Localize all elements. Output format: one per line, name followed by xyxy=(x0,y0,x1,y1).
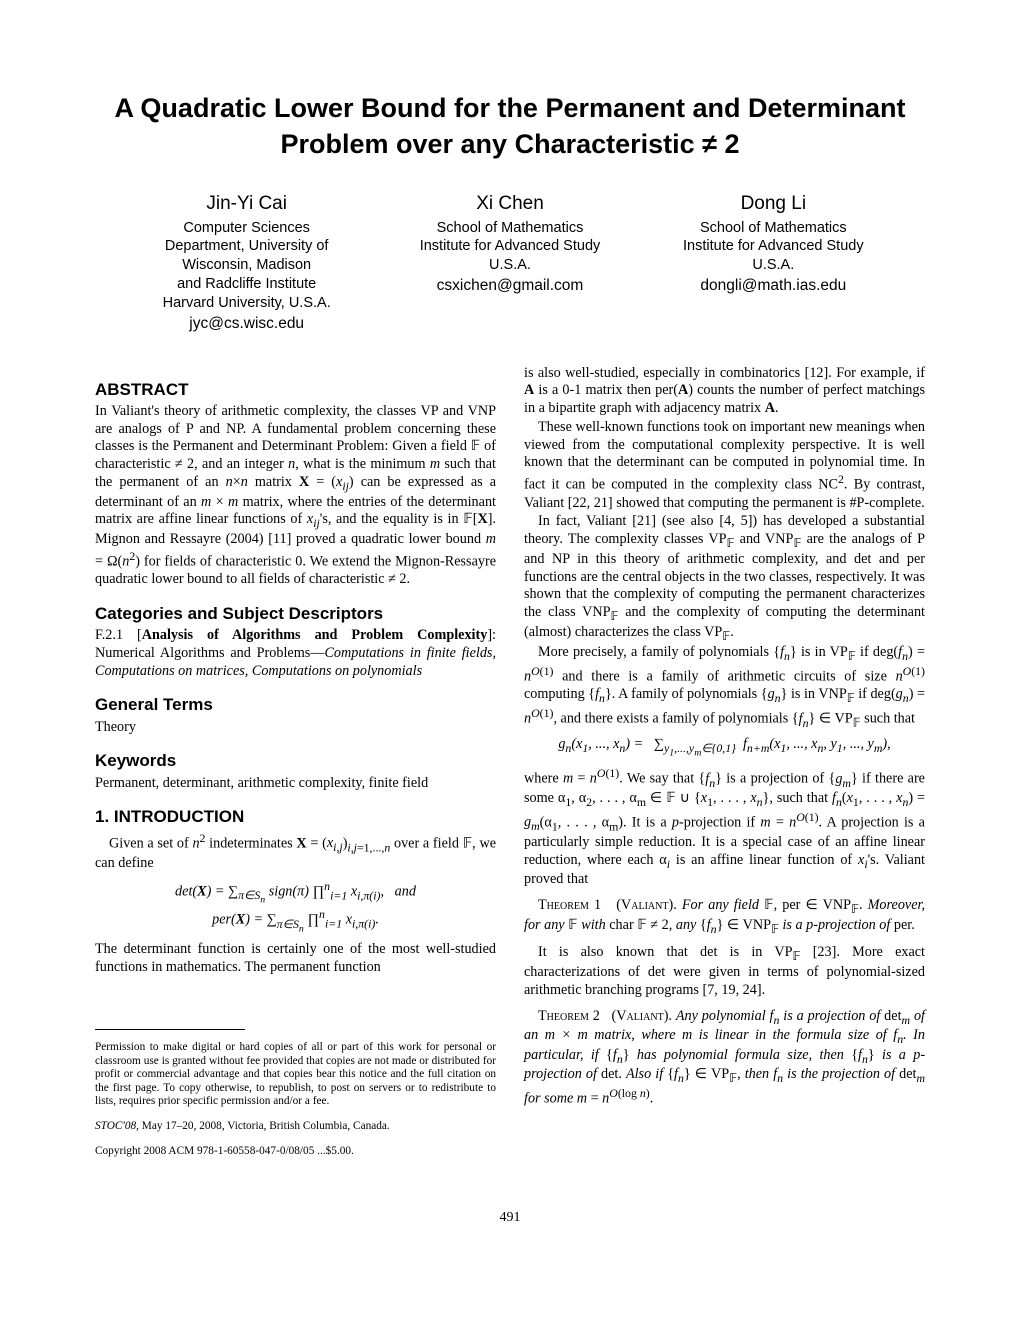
author-affil: School of MathematicsInstitute for Advan… xyxy=(378,219,641,276)
author-2: Xi Chen School of MathematicsInstitute f… xyxy=(378,191,641,335)
author-1: Jin-Yi Cai Computer SciencesDepartment, … xyxy=(115,191,378,335)
paper-title: A Quadratic Lower Bound for the Permanen… xyxy=(95,90,925,163)
paper-page: A Quadratic Lower Bound for the Permanen… xyxy=(0,0,1020,1266)
right-para-3: In fact, Valiant [21] (see also [4, 5]) … xyxy=(524,513,925,643)
author-email: csxichen@gmail.com xyxy=(378,276,641,297)
author-email: dongli@math.ias.edu xyxy=(642,276,905,297)
right-para-2: These well-known functions took on impor… xyxy=(524,419,925,512)
general-terms-text: Theory xyxy=(95,719,496,737)
author-name: Xi Chen xyxy=(378,191,641,217)
author-email: jyc@cs.wisc.edu xyxy=(115,314,378,335)
theorem-2: Theorem 2 (Valiant). Any polynomial fn i… xyxy=(524,1008,925,1109)
author-name: Dong Li xyxy=(642,191,905,217)
right-para-4: More precisely, a family of polynomials … xyxy=(524,644,925,730)
math-det-per: det(X) = ∑π∈Sn sign(π) ∏ni=1 xi,π(i), an… xyxy=(95,879,496,935)
footnote-copyright: Copyright 2008 ACM 978-1-60558-047-0/08/… xyxy=(95,1145,496,1159)
keywords-text: Permanent, determinant, arithmetic compl… xyxy=(95,775,496,793)
abstract-text: In Valiant's theory of arithmetic comple… xyxy=(95,403,496,589)
author-name: Jin-Yi Cai xyxy=(115,191,378,217)
author-affil: Computer SciencesDepartment, University … xyxy=(115,219,378,313)
general-terms-heading: General Terms xyxy=(95,694,496,715)
author-3: Dong Li School of MathematicsInstitute f… xyxy=(642,191,905,335)
page-number: 491 xyxy=(95,1210,925,1226)
intro-heading: 1. INTRODUCTION xyxy=(95,806,496,827)
right-para-5: where m = nO(1). We say that {fn} is a p… xyxy=(524,766,925,889)
theorem-1: Theorem 1 (Valiant). For any field 𝔽, pe… xyxy=(524,897,925,936)
authors-block: Jin-Yi Cai Computer SciencesDepartment, … xyxy=(95,191,925,335)
abstract-heading: ABSTRACT xyxy=(95,379,496,400)
author-affil: School of MathematicsInstitute for Advan… xyxy=(642,219,905,276)
footnote-permission: Permission to make digital or hard copie… xyxy=(95,1041,496,1109)
left-column: ABSTRACT In Valiant's theory of arithmet… xyxy=(95,365,496,1170)
intro-para-2: The determinant function is certainly on… xyxy=(95,941,496,977)
categories-heading: Categories and Subject Descriptors xyxy=(95,603,496,624)
right-para-1: is also well-studied, especially in comb… xyxy=(524,365,925,418)
right-para-6: It is also known that det is in VP𝔽 [23]… xyxy=(524,944,925,999)
footnote-venue: STOC'08, May 17–20, 2008, Victoria, Brit… xyxy=(95,1120,496,1134)
keywords-heading: Keywords xyxy=(95,750,496,771)
intro-para-1: Given a set of n2 indeterminates X = (xi… xyxy=(95,831,496,873)
categories-text: F.2.1 [Analysis of Algorithms and Proble… xyxy=(95,627,496,680)
footnote-rule xyxy=(95,1029,245,1030)
math-gn: gn(x1, ..., xn) = ∑y1,...,ym∈{0,1} fn+m(… xyxy=(524,736,925,760)
two-column-body: ABSTRACT In Valiant's theory of arithmet… xyxy=(95,365,925,1170)
right-column: is also well-studied, especially in comb… xyxy=(524,365,925,1170)
